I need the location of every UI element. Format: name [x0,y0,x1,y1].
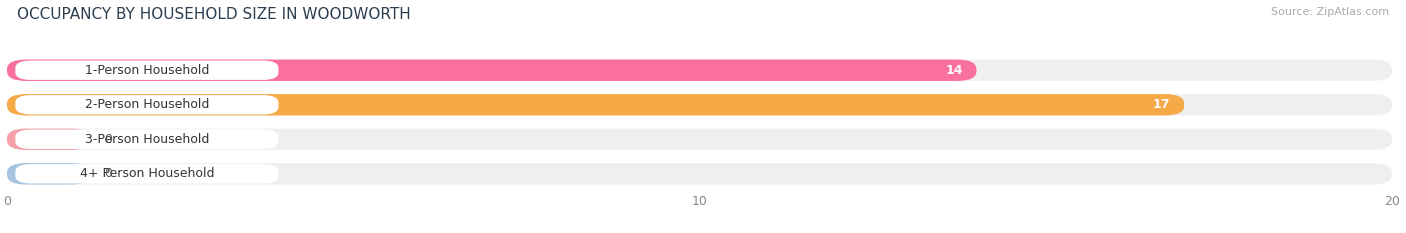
Text: Source: ZipAtlas.com: Source: ZipAtlas.com [1271,7,1389,17]
FancyBboxPatch shape [7,60,977,81]
FancyBboxPatch shape [7,129,90,150]
FancyBboxPatch shape [7,94,1392,116]
Text: 2-Person Household: 2-Person Household [84,98,209,111]
FancyBboxPatch shape [7,60,1392,81]
Text: 14: 14 [945,64,963,77]
FancyBboxPatch shape [7,163,90,185]
FancyBboxPatch shape [15,61,278,80]
FancyBboxPatch shape [7,94,1184,116]
Text: 17: 17 [1153,98,1170,111]
Text: 0: 0 [104,167,112,180]
FancyBboxPatch shape [7,129,1392,150]
FancyBboxPatch shape [7,163,1392,185]
Text: 4+ Person Household: 4+ Person Household [80,167,214,180]
FancyBboxPatch shape [15,164,278,183]
FancyBboxPatch shape [15,95,278,114]
Text: 0: 0 [104,133,112,146]
Text: 3-Person Household: 3-Person Household [84,133,209,146]
Text: OCCUPANCY BY HOUSEHOLD SIZE IN WOODWORTH: OCCUPANCY BY HOUSEHOLD SIZE IN WOODWORTH [17,7,411,22]
Text: 1-Person Household: 1-Person Household [84,64,209,77]
FancyBboxPatch shape [15,130,278,149]
